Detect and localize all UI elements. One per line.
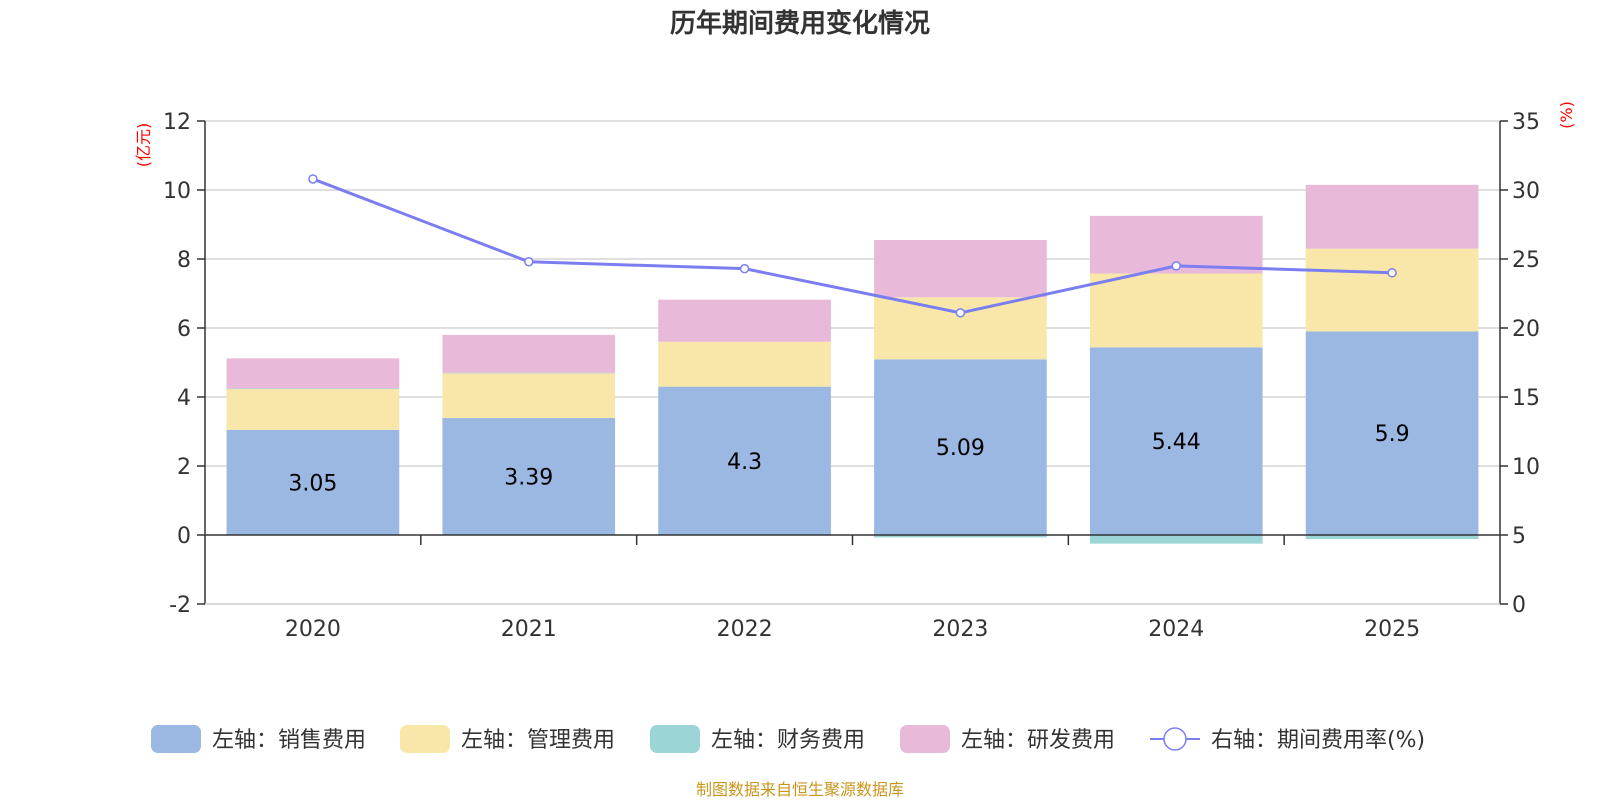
right-tick-label: 0 <box>1512 593 1526 618</box>
bar-segment <box>442 373 616 419</box>
legend-swatch <box>400 725 450 753</box>
x-tick-label: 2023 <box>932 617 988 642</box>
right-tick-label: 5 <box>1512 524 1526 549</box>
bar-segment <box>1305 184 1479 249</box>
bar-segment <box>1089 535 1263 544</box>
expense-rate-line <box>308 174 1397 318</box>
bar-segment <box>1089 273 1263 348</box>
legend-label: 左轴：研发费用 <box>961 728 1115 753</box>
bar-segment <box>874 240 1047 298</box>
left-tick-label: 6 <box>177 317 191 342</box>
legend-swatch <box>151 725 201 753</box>
bar-value-label: 3.05 <box>288 471 337 496</box>
legend-label: 左轴：销售费用 <box>212 728 366 753</box>
right-tick-label: 35 <box>1512 110 1540 135</box>
bar-value-label: 5.44 <box>1152 430 1201 455</box>
bar-value-label: 3.39 <box>504 466 553 491</box>
right-tick-label: 10 <box>1512 455 1540 480</box>
left-tick-label: 2 <box>177 455 191 480</box>
x-tick-label: 2021 <box>501 617 557 642</box>
bar-segment <box>1305 535 1479 540</box>
x-tick-label: 2025 <box>1364 617 1420 642</box>
legend-label: 左轴：管理费用 <box>461 728 615 753</box>
rate-point <box>739 263 750 274</box>
left-tick-label: -2 <box>169 593 191 618</box>
bar-segment <box>1305 248 1479 332</box>
right-tick-label: 15 <box>1512 386 1540 411</box>
legend-swatch <box>900 725 950 753</box>
bar-value-label: 5.09 <box>936 436 985 461</box>
bar-segment <box>874 359 1047 535</box>
bar-segment <box>442 334 616 373</box>
right-tick-label: 20 <box>1512 317 1540 342</box>
legend: 左轴：销售费用 左轴：管理费用 左轴：财务费用 左轴：研发费用 右轴：期间费用率(%) <box>151 725 1425 753</box>
left-axis-unit: (亿元) <box>134 123 153 168</box>
bar-segment <box>442 372 616 374</box>
bar-segment <box>658 299 831 342</box>
x-tick-label: 2022 <box>717 617 773 642</box>
bars <box>226 184 1479 544</box>
rate-point <box>955 308 966 318</box>
left-tick-label: 0 <box>177 524 191 549</box>
chart-title: 历年期间费用变化情况 <box>670 8 930 39</box>
left-tick-label: 8 <box>177 248 191 273</box>
legend-label: 左轴：财务费用 <box>711 728 865 753</box>
bar-value-label: 5.9 <box>1375 422 1410 447</box>
bar-segment <box>442 418 616 535</box>
bar-segment <box>874 535 1047 538</box>
rate-point <box>1387 268 1397 278</box>
bar-segment <box>226 389 400 430</box>
bar-segment <box>1305 331 1479 535</box>
left-tick-label: 4 <box>177 386 191 411</box>
rate-point <box>524 257 534 267</box>
bar-segment <box>658 341 831 387</box>
left-tick-label: 12 <box>163 110 191 135</box>
legend-swatch <box>650 725 700 753</box>
rate-point <box>1171 261 1181 271</box>
left-tick-label: 10 <box>163 179 191 204</box>
grid-lines <box>205 120 1500 605</box>
x-tick-label: 2024 <box>1148 617 1204 642</box>
bar-segment <box>226 358 400 389</box>
legend-marker-swatch <box>1163 727 1187 751</box>
source-note: 制图数据来自恒生聚源数据库 <box>696 780 904 799</box>
right-tick-label: 25 <box>1512 248 1540 273</box>
bar-segment <box>1089 347 1263 535</box>
right-tick-label: 30 <box>1512 179 1540 204</box>
bar-segment <box>226 429 400 535</box>
legend-label: 右轴：期间费用率(%) <box>1211 728 1425 753</box>
right-axis-unit: (%) <box>1557 101 1576 129</box>
rate-line <box>312 177 1393 315</box>
x-tick-label: 2020 <box>285 617 341 642</box>
bar-segment <box>874 297 1047 360</box>
rate-point <box>308 174 318 184</box>
bar-segment <box>226 388 400 390</box>
bar-value-label: 4.3 <box>727 450 762 475</box>
bar-data-labels: 3.05 3.39 4.3 5.09 5.44 5.9 <box>288 422 1409 496</box>
bar-segment <box>658 386 831 535</box>
